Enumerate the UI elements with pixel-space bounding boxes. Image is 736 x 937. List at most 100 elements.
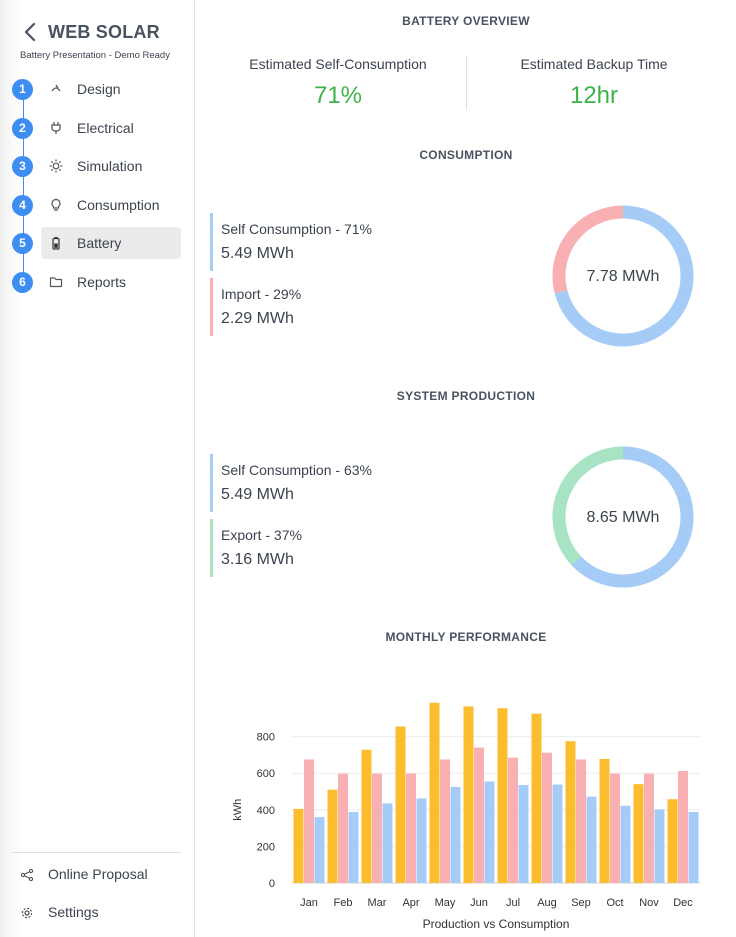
production-legend-self: Self Consumption - 63% 5.49 MWh	[210, 454, 430, 512]
x-tick-label: Aug	[537, 897, 557, 909]
step-label: Design	[77, 81, 121, 97]
step-label: Reports	[77, 274, 127, 290]
bar-apr-series-1	[406, 773, 416, 883]
step-electrical[interactable]: 2 Electrical	[0, 112, 195, 144]
bar-aug-series-0	[531, 713, 542, 883]
bar-mar-series-0	[361, 749, 372, 883]
step-consumption[interactable]: 4 Consumption	[0, 189, 195, 221]
design-icon	[51, 84, 61, 92]
bar-nov-series-0	[633, 784, 644, 883]
folder-icon	[49, 277, 63, 288]
main-content: BATTERY OVERVIEW Estimated Self-Consumpt…	[196, 0, 736, 937]
bar-dec-series-0	[667, 799, 678, 883]
bar-may-series-0	[429, 702, 440, 883]
production-donut-segment-0	[571, 446, 694, 588]
step-label: Consumption	[77, 197, 160, 213]
consumption-total: 7.78 MWh	[587, 268, 660, 285]
bar-jan-series-2	[314, 817, 325, 883]
bar-jan-series-0	[293, 808, 304, 883]
bar-dec-series-1	[678, 771, 688, 883]
consumption-donut-chart: 7.78 MWh	[552, 205, 694, 347]
bar-jun-series-0	[463, 706, 474, 883]
bar-oct-series-2	[620, 805, 631, 883]
y-tick-label: 600	[257, 768, 275, 780]
bar-aug-series-2	[552, 784, 563, 883]
bar-jul-series-0	[497, 708, 508, 883]
overview-divider	[466, 56, 467, 110]
x-tick-label: Dec	[673, 897, 693, 909]
x-axis-label: Production vs Consumption	[423, 917, 570, 931]
bar-oct-series-0	[599, 758, 610, 883]
step-battery[interactable]: 5 Battery	[0, 227, 195, 259]
bar-jul-series-1	[508, 757, 518, 883]
bar-jul-series-2	[518, 785, 529, 883]
legend-value: 3.16 MWh	[221, 551, 294, 568]
self-consumption-value: 71%	[313, 82, 363, 109]
app-title: WEB SOLAR	[48, 22, 160, 42]
bar-jun-series-1	[474, 747, 484, 883]
back-arrow-icon[interactable]	[22, 22, 40, 42]
bar-apr-series-2	[416, 798, 427, 883]
backup-time-value: 12hr	[569, 82, 619, 109]
y-tick-label: 800	[257, 732, 275, 744]
bar-sep-series-0	[565, 741, 576, 883]
battery-overview-title: BATTERY OVERVIEW	[402, 14, 530, 28]
consumption-legend-import: Import - 29% 2.29 MWh	[210, 278, 430, 336]
legend-label: Self Consumption - 63%	[221, 462, 372, 478]
bar-dec-series-2	[688, 811, 699, 883]
step-number: 1	[12, 79, 33, 100]
bar-oct-series-1	[610, 773, 620, 883]
battery-icon	[52, 237, 60, 250]
share-icon	[20, 868, 34, 882]
legend-label: Export - 37%	[221, 527, 302, 543]
bar-sep-series-2	[586, 796, 597, 883]
step-number: 6	[12, 272, 33, 293]
step-label: Battery	[77, 235, 122, 251]
system-production-title: SYSTEM PRODUCTION	[396, 389, 536, 403]
consumption-title: CONSUMPTION	[419, 148, 513, 162]
consumption-donut-segment-1	[552, 205, 624, 294]
step-number: 4	[12, 195, 33, 216]
step-number: 3	[12, 156, 33, 177]
step-number: 2	[12, 118, 33, 139]
bar-mar-series-1	[372, 773, 382, 883]
x-tick-label: Jan	[300, 897, 318, 909]
x-tick-label: Apr	[402, 897, 419, 909]
y-tick-label: 200	[257, 841, 275, 853]
bar-feb-series-0	[327, 789, 338, 883]
y-tick-label: 400	[257, 805, 275, 817]
plug-icon	[51, 122, 61, 134]
gear-icon	[21, 907, 33, 919]
online-proposal-label: Online Proposal	[48, 866, 148, 882]
bar-apr-series-0	[395, 726, 406, 883]
step-reports[interactable]: 6 Reports	[0, 266, 195, 298]
settings-link[interactable]: Settings	[0, 900, 195, 928]
project-subtitle: Battery Presentation - Demo Ready	[20, 50, 170, 61]
step-simulation[interactable]: 3 Simulation	[0, 150, 195, 182]
x-tick-label: Mar	[368, 897, 387, 909]
legend-value: 5.49 MWh	[221, 245, 294, 262]
online-proposal-link[interactable]: Online Proposal	[0, 862, 195, 890]
production-donut-chart: 8.65 MWh	[552, 446, 694, 588]
x-tick-label: May	[435, 897, 456, 909]
monthly-performance-chart: 0 200 400 600 800 Jan Feb Mar Apr May Jun Jul Aug Sep…	[232, 702, 700, 931]
bar-mar-series-2	[382, 803, 393, 883]
production-legend-export: Export - 37% 3.16 MWh	[210, 519, 430, 577]
x-tick-label: Feb	[334, 897, 353, 909]
consumption-donut-segment-0	[554, 205, 694, 347]
x-tick-label: Jun	[470, 897, 488, 909]
y-axis-label: kWh	[232, 799, 244, 821]
legend-label: Self Consumption - 71%	[221, 221, 372, 237]
consumption-legend-self: Self Consumption - 71% 5.49 MWh	[210, 213, 430, 271]
step-design[interactable]: 1 Design	[0, 73, 195, 105]
active-step-highlight	[41, 227, 181, 259]
sidebar: WEB SOLAR Battery Presentation - Demo Re…	[0, 0, 195, 937]
x-tick-label: Sep	[571, 897, 591, 909]
x-tick-label: Jul	[506, 897, 520, 909]
sidebar-divider	[12, 852, 181, 853]
production-donut-segment-1	[552, 446, 624, 566]
bulb-icon	[51, 198, 61, 211]
x-tick-label: Nov	[639, 897, 659, 909]
legend-value: 2.29 MWh	[221, 310, 294, 327]
sun-icon	[49, 159, 63, 173]
